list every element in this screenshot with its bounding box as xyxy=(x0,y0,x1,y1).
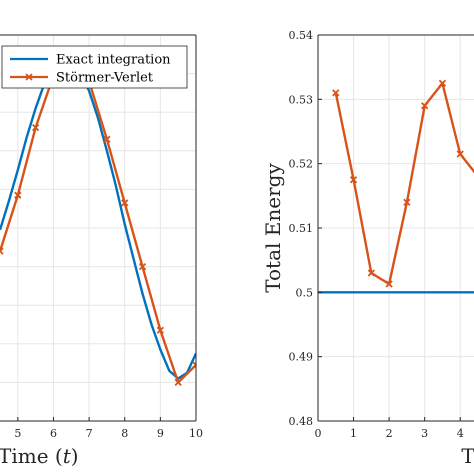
legend-box xyxy=(1,45,188,89)
left-x-tick-label-2: 7 xyxy=(86,427,93,440)
right-series-1-point-7 xyxy=(456,150,464,158)
right-x-tick-label-2: 2 xyxy=(386,427,393,440)
right-y-tick-label-1: 0.49 xyxy=(289,351,314,364)
left-chart: 5 6 7 8 9 10 Time (t) Exact integration Störm… xyxy=(0,34,203,468)
left-x-tick-label-0: 5 xyxy=(14,427,21,440)
right-axes: 0 1 2 3 4 0.48 0.49 0.5 0.51 0.52 0.53 0.54 xyxy=(289,29,474,440)
left-series-1-point-7 xyxy=(121,199,129,207)
left-series-1-point-1 xyxy=(14,191,22,199)
right-y-tick-label-3: 0.51 xyxy=(289,222,314,235)
right-series-1-point-4 xyxy=(403,198,411,206)
legend-label-exact: Exact integration xyxy=(56,53,171,68)
left-series-1-point-11 xyxy=(192,361,196,369)
left-x-tick-label-4: 9 xyxy=(157,427,164,440)
right-x-tick-label-4: 4 xyxy=(457,427,464,440)
left-series-1-point-8 xyxy=(138,262,147,271)
right-chart: 0 1 2 3 4 0.48 0.49 0.5 0.51 0.52 0.53 0.54 Total E… xyxy=(261,29,474,468)
left-series-1-point-10 xyxy=(174,378,182,387)
right-series-1-point-2 xyxy=(367,269,375,277)
left-series-1-point-9 xyxy=(156,326,165,334)
right-y-tick-label-5: 0.53 xyxy=(289,93,314,106)
left-x-tick-label-1: 6 xyxy=(50,427,57,440)
right-x-tick-label-3: 3 xyxy=(421,427,428,440)
left-series-1-point-2 xyxy=(31,124,40,132)
right-series-1-point-6 xyxy=(438,79,447,87)
right-series-1-point-5 xyxy=(421,102,429,110)
legend-label-stormer: Störmer-Verlet xyxy=(56,71,154,86)
right-y-tick-label-6: 0.54 xyxy=(289,29,314,42)
right-x-tick-label-0: 0 xyxy=(315,427,322,440)
right-series xyxy=(318,79,474,294)
right-series-1-point-3 xyxy=(385,280,393,288)
left-series-line-1 xyxy=(0,53,196,384)
left-x-axis-label-variable: t xyxy=(63,444,72,468)
right-x-axis-label: T xyxy=(461,444,474,468)
right-series-1-point-1 xyxy=(349,176,358,184)
legend-marker-stormer xyxy=(25,73,33,81)
right-y-axis-label: Total Energy xyxy=(261,163,285,293)
left-x-axis-label: Time (t) xyxy=(0,444,79,468)
left-series-1-point-6 xyxy=(103,135,111,143)
left-x-axis-label-close: ) xyxy=(71,444,79,468)
left-x-tick-label-5: 10 xyxy=(189,427,203,440)
right-series-1-point-0 xyxy=(332,89,340,97)
right-y-tick-label-0: 0.48 xyxy=(289,415,314,428)
left-x-tick-label-3: 8 xyxy=(121,427,128,440)
left-series-1-point-0 xyxy=(0,247,4,255)
right-y-tick-label-4: 0.52 xyxy=(289,158,314,171)
left-x-axis-label-main: Time ( xyxy=(0,444,63,468)
left-legend: Exact integration Störmer-Verlet xyxy=(1,45,188,89)
right-x-tick-label-1: 1 xyxy=(350,427,357,440)
left-axes: 5 6 7 8 9 10 xyxy=(0,34,203,440)
left-series-line-0 xyxy=(0,57,196,380)
right-y-tick-label-2: 0.5 xyxy=(296,286,314,299)
